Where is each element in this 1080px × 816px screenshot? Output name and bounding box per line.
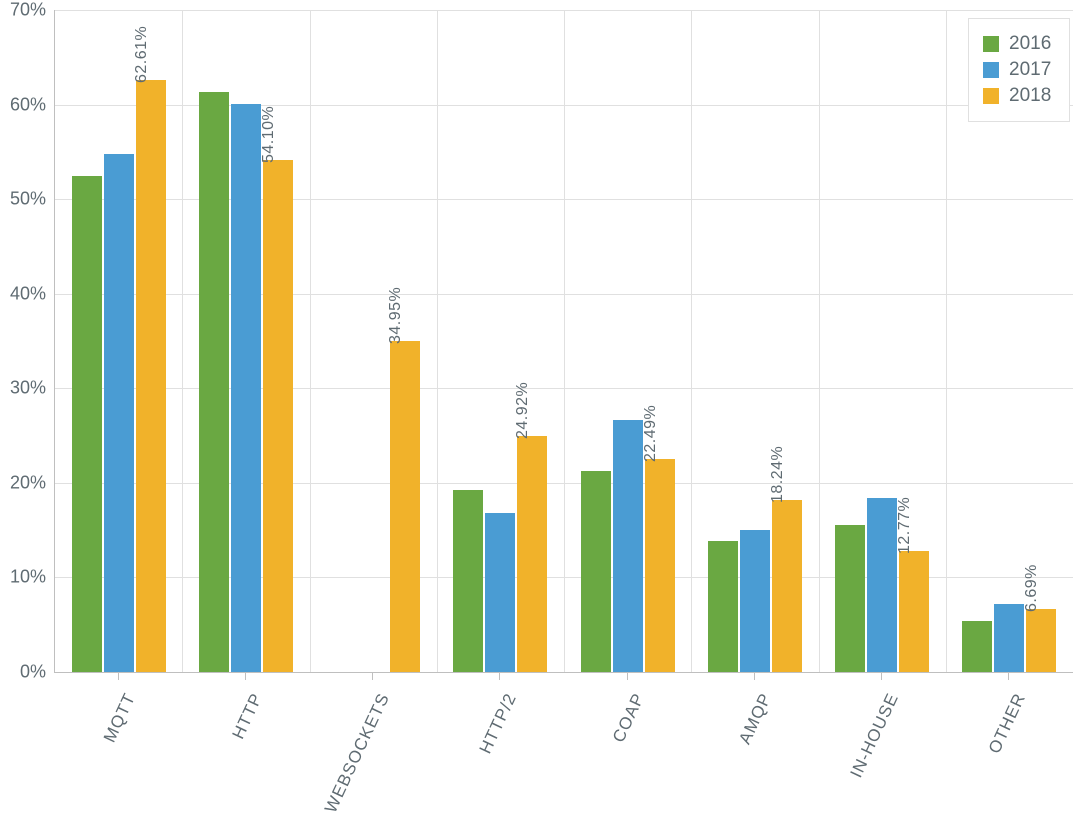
category-separator	[182, 10, 183, 672]
bar	[645, 459, 675, 672]
legend-label: 2016	[1009, 33, 1051, 55]
legend-item: 2017	[983, 59, 1051, 81]
category-separator	[310, 10, 311, 672]
x-tick	[118, 672, 119, 680]
bar-value-label: 34.95%	[387, 287, 405, 344]
legend-item: 2016	[983, 33, 1051, 55]
y-tick-label: 70%	[0, 0, 46, 21]
legend: 2016 2017 2018	[968, 18, 1070, 122]
bar	[708, 541, 738, 672]
category-separator	[946, 10, 947, 672]
bar	[136, 80, 166, 672]
bar	[199, 92, 229, 672]
bar	[835, 525, 865, 672]
legend-swatch	[983, 62, 999, 78]
legend-label: 2017	[1009, 59, 1051, 81]
y-tick-label: 40%	[0, 283, 46, 304]
bar-value-label: 24.92%	[514, 382, 532, 439]
x-tick	[499, 672, 500, 680]
x-tick	[754, 672, 755, 680]
legend-item: 2018	[983, 85, 1051, 107]
bar	[485, 513, 515, 672]
y-tick-label: 20%	[0, 472, 46, 493]
bar-value-label: 62.61%	[133, 26, 151, 83]
x-tick	[627, 672, 628, 680]
bar	[263, 160, 293, 672]
y-tick-label: 0%	[0, 662, 46, 683]
y-tick-label: 10%	[0, 567, 46, 588]
bar	[613, 420, 643, 673]
category-separator	[564, 10, 565, 672]
bar-value-label: 6.69%	[1023, 564, 1041, 612]
bar	[72, 176, 102, 672]
bar	[231, 104, 261, 672]
bar-value-label: 22.49%	[642, 405, 660, 462]
bar	[962, 621, 992, 672]
legend-label: 2018	[1009, 85, 1051, 107]
x-tick	[372, 672, 373, 680]
legend-swatch	[983, 36, 999, 52]
bar-value-label: 12.77%	[896, 497, 914, 554]
bar	[453, 490, 483, 672]
x-tick	[245, 672, 246, 680]
legend-swatch	[983, 88, 999, 104]
y-tick-label: 30%	[0, 378, 46, 399]
bar	[581, 471, 611, 672]
bar	[867, 498, 897, 672]
protocol-usage-bar-chart: 62.61% 54.10% 34.95% 24.92% 22.49% 18.24% 12.7…	[0, 0, 1080, 802]
y-tick-label: 60%	[0, 94, 46, 115]
y-tick-label: 50%	[0, 189, 46, 210]
category-separator	[819, 10, 820, 672]
bar	[104, 154, 134, 672]
bar-value-label: 54.10%	[260, 106, 278, 163]
bar	[994, 604, 1024, 672]
bar-value-label: 18.24%	[769, 445, 787, 502]
plot-area: 62.61% 54.10% 34.95% 24.92% 22.49% 18.24% 12.7…	[54, 10, 1073, 673]
category-separator	[691, 10, 692, 672]
category-separator	[437, 10, 438, 672]
x-tick	[881, 672, 882, 680]
bar	[740, 530, 770, 672]
x-tick	[1008, 672, 1009, 680]
